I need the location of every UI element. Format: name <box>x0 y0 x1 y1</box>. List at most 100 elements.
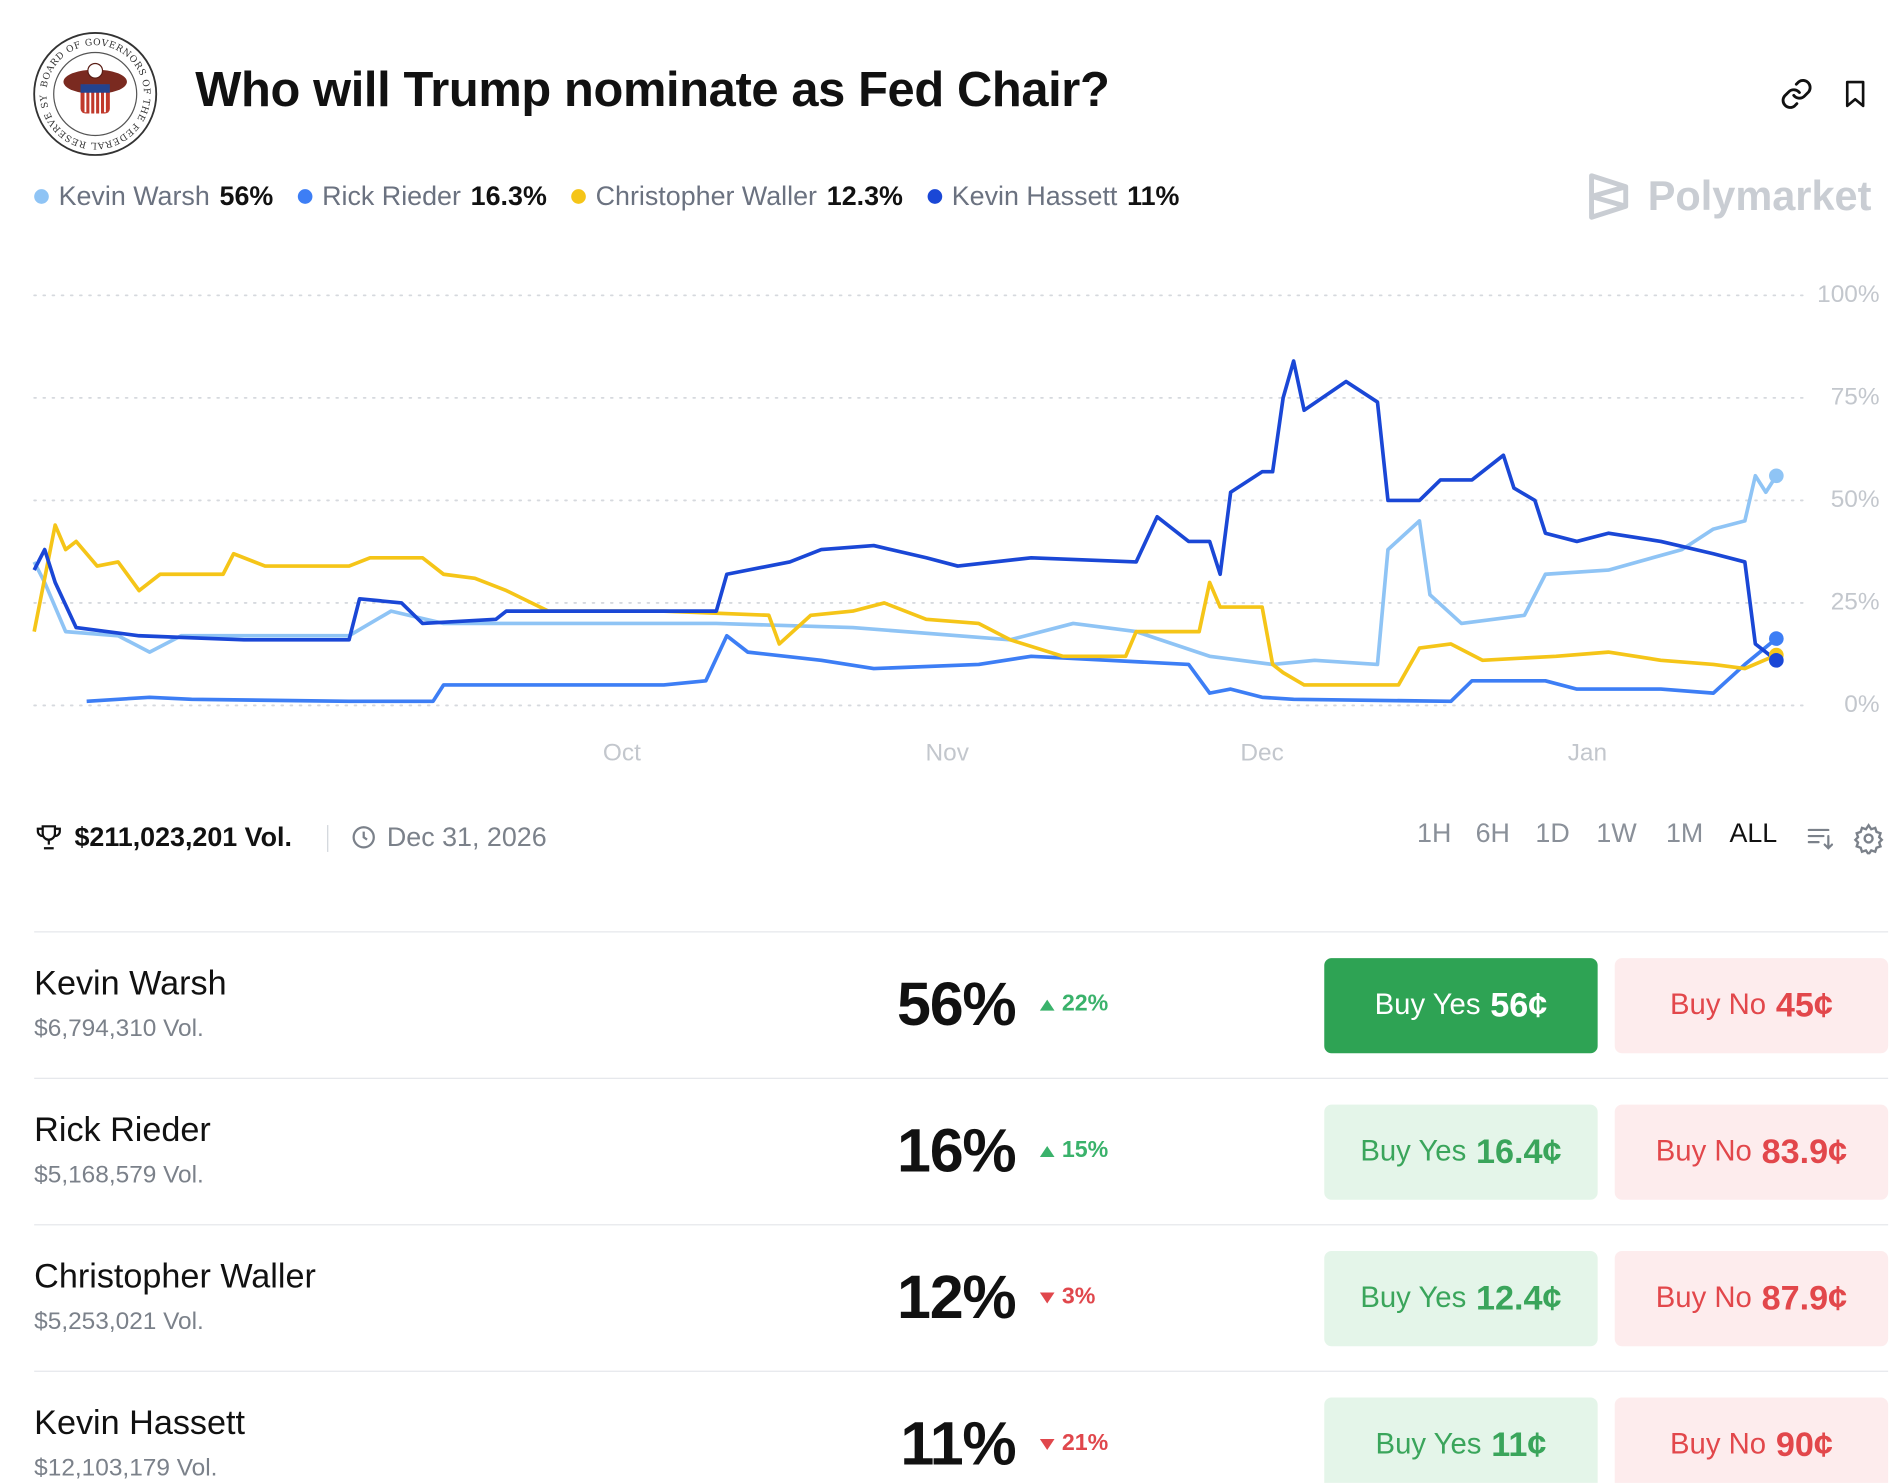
buy-yes-label: Buy Yes <box>1360 1281 1467 1315</box>
buy-no-button[interactable]: Buy No 83.9¢ <box>1614 1104 1889 1200</box>
outcome-name: Kevin Hassett <box>34 1403 246 1442</box>
outcome-volume: $5,168,579 Vol. <box>34 1161 204 1189</box>
legend-swatch <box>297 189 313 204</box>
legend-name: Rick Rieder <box>322 180 461 212</box>
buy-yes-label: Buy Yes <box>1375 1428 1482 1461</box>
buy-yes-button[interactable]: Buy Yes 56¢ <box>1324 958 1598 1054</box>
buy-no-label: Buy No <box>1655 1135 1752 1169</box>
end-date: Dec 31, 2026 <box>386 821 547 852</box>
change-arrow <box>1039 1438 1055 1450</box>
settings-icon[interactable] <box>1853 823 1885 855</box>
bookmark-icon[interactable] <box>1839 77 1871 111</box>
x-tick-label: Oct <box>603 740 641 767</box>
change-value: 22% <box>1061 991 1109 1017</box>
range-button[interactable]: 6H <box>1475 817 1510 849</box>
buy-yes-price: 16.4¢ <box>1476 1132 1562 1171</box>
series-end-dot <box>1769 631 1784 646</box>
buy-no-price: 83.9¢ <box>1761 1132 1848 1171</box>
y-tick-label: 75% <box>1831 383 1880 410</box>
outcome-name: Christopher Waller <box>34 1257 316 1295</box>
link-icon[interactable] <box>1780 77 1814 111</box>
range-button[interactable]: 1D <box>1535 817 1570 849</box>
legend-value: 11% <box>1127 180 1180 212</box>
legend: Kevin Warsh 56% Rick Rieder 16.3% Christophe… <box>34 181 1179 213</box>
buy-no-price: 87.9¢ <box>1761 1279 1848 1317</box>
brand: Polymarket <box>1587 171 1872 222</box>
outcome-name: Kevin Warsh <box>34 964 227 1003</box>
page-title: Who will Trump nominate as Fed Chair? <box>195 63 1110 118</box>
legend-swatch <box>34 189 49 204</box>
outcome-row: Kevin Warsh $6,794,310 Vol. 56% 22% Buy Yes 5… <box>34 931 1889 1079</box>
buy-yes-price: 11¢ <box>1491 1425 1547 1464</box>
series-line <box>86 633 1778 704</box>
y-tick-label: 0% <box>1844 691 1879 718</box>
legend-name: Kevin Hassett <box>951 180 1118 212</box>
buy-yes-button[interactable]: Buy Yes 16.4¢ <box>1324 1104 1598 1200</box>
x-tick-label: Dec <box>1240 740 1283 767</box>
legend-value: 16.3% <box>470 180 547 212</box>
range-button[interactable]: ALL <box>1729 817 1778 849</box>
chance-change: 21% <box>1039 1430 1109 1457</box>
range-button[interactable]: 1H <box>1417 817 1452 849</box>
legend-name: Christopher Waller <box>595 180 817 212</box>
separator <box>327 825 329 852</box>
outcome-volume: $6,794,310 Vol. <box>34 1015 204 1043</box>
change-value: 15% <box>1061 1137 1109 1164</box>
y-tick-label: 25% <box>1831 588 1880 615</box>
outcome-row: Christopher Waller $5,253,021 Vol. 12% 3% Bu… <box>34 1224 1889 1372</box>
buy-yes-label: Buy Yes <box>1374 988 1481 1022</box>
range-button[interactable]: 1M <box>1666 817 1704 849</box>
change-value: 3% <box>1061 1283 1096 1310</box>
chance-change: 22% <box>1039 991 1109 1018</box>
legend-swatch <box>571 189 586 204</box>
outcome-row: Rick Rieder $5,168,579 Vol. 16% 15% Buy Yes 1… <box>34 1077 1889 1226</box>
buy-yes-price: 56¢ <box>1490 986 1548 1025</box>
x-tick-label: Nov <box>926 740 970 767</box>
series-end-dot <box>1769 653 1784 668</box>
buy-yes-label: Buy Yes <box>1360 1135 1467 1169</box>
price-chart: 0% 25% 50% 75% 100% Oct Nov Dec Jan <box>32 281 1880 767</box>
chance-change: 15% <box>1039 1137 1109 1165</box>
sort-icon[interactable] <box>1804 824 1836 853</box>
outcome-chance: 11% <box>900 1409 1016 1479</box>
series-line <box>32 473 1778 667</box>
footer-bar: $211,023,201 Vol. Dec 31, 2026 1H 6H 1D 1W 1… <box>34 818 1889 859</box>
buy-no-price: 45¢ <box>1775 986 1833 1025</box>
change-arrow <box>1039 1145 1055 1157</box>
outcome-chance: 12% <box>896 1263 1017 1332</box>
buy-no-button[interactable]: Buy No 45¢ <box>1614 958 1889 1054</box>
total-volume: $211,023,201 Vol. <box>74 821 292 852</box>
buy-yes-price: 12.4¢ <box>1476 1279 1562 1317</box>
y-tick-label: 100% <box>1817 281 1879 308</box>
change-value: 21% <box>1061 1430 1109 1457</box>
series-line <box>32 523 1778 687</box>
legend-item: Kevin Warsh 56% <box>34 181 273 213</box>
legend-name: Kevin Warsh <box>58 180 210 212</box>
buy-no-button[interactable]: Buy No 90¢ <box>1614 1397 1889 1483</box>
chance-change: 3% <box>1039 1283 1096 1311</box>
x-tick-label: Jan <box>1568 740 1607 767</box>
buy-no-label: Buy No <box>1670 1428 1767 1461</box>
outcome-name: Rick Rieder <box>34 1110 211 1149</box>
brand-name: Polymarket <box>1647 172 1872 220</box>
series-line <box>32 359 1778 662</box>
buy-yes-button[interactable]: Buy Yes 12.4¢ <box>1324 1251 1598 1347</box>
buy-no-price: 90¢ <box>1775 1425 1833 1464</box>
y-tick-label: 50% <box>1831 486 1880 513</box>
legend-value: 12.3% <box>826 180 903 212</box>
brand-logo <box>1589 173 1629 220</box>
buy-yes-button[interactable]: Buy Yes 11¢ <box>1324 1397 1598 1483</box>
legend-value: 56% <box>219 180 274 212</box>
outcome-volume: $5,253,021 Vol. <box>34 1308 204 1336</box>
outcome-chance: 16% <box>896 1116 1017 1186</box>
clock-icon <box>352 826 375 849</box>
buy-no-label: Buy No <box>1670 988 1767 1022</box>
fed-seal: BOARD OF GOVERNORS OF THE FEDERAL RESERV… <box>32 31 158 156</box>
series-end-dot <box>1769 468 1784 484</box>
legend-swatch <box>927 189 942 204</box>
buy-no-button[interactable]: Buy No 87.9¢ <box>1614 1251 1889 1347</box>
range-button[interactable]: 1W <box>1596 817 1637 849</box>
change-arrow <box>1039 1291 1055 1303</box>
